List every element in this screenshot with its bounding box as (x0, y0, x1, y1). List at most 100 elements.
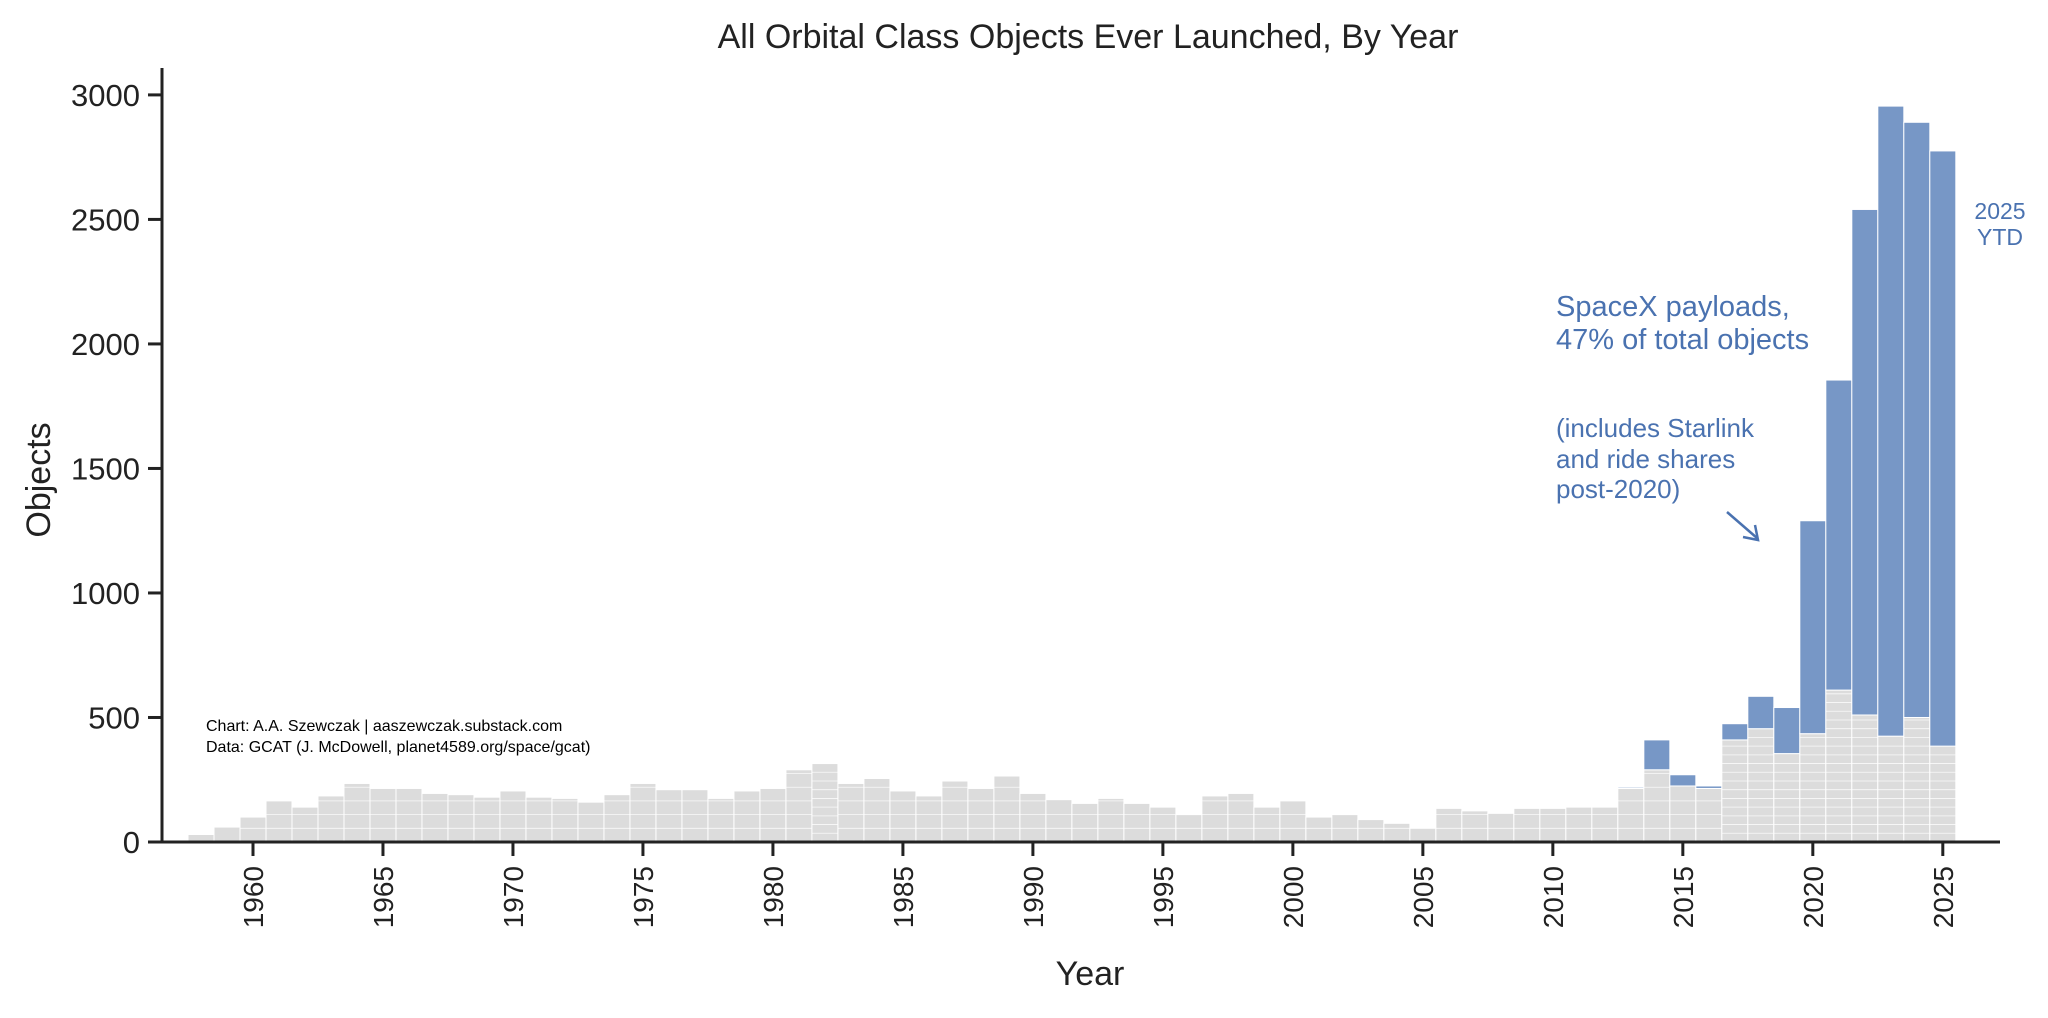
bar-other-1965 (369, 787, 397, 843)
credit-line2: Data: GCAT (J. McDowell, planet4589.org/… (206, 739, 590, 756)
bar-other-2006 (1435, 807, 1463, 843)
axes-group: 0 500 1000 1500 2000 2500 3000 1960 1965 1970 1975… (71, 68, 2000, 928)
bar-spacex-2025 (1929, 150, 1957, 747)
bar-other-1972 (551, 797, 579, 843)
bar-other-1983 (837, 782, 865, 843)
bar-other-1977 (681, 789, 709, 843)
bar-other-2020 (1799, 733, 1827, 843)
bar-other-2011 (1565, 806, 1593, 843)
bar-other-2004 (1383, 822, 1411, 843)
includes-annotation-line3: post-2020) (1556, 474, 1680, 504)
bar-other-1985 (889, 790, 917, 843)
bar-other-2001 (1305, 816, 1333, 843)
bar-other-1959 (213, 826, 241, 843)
y-tick-label-1000: 1000 (71, 576, 140, 611)
y-tick-label-3000: 3000 (71, 78, 140, 113)
includes-annotation-line1: (includes Starlink (1556, 413, 1755, 443)
ytd-annotation: 2025 YTD (1974, 198, 2025, 250)
bar-other-2008 (1487, 812, 1515, 843)
bar-spacex-2023 (1877, 105, 1905, 737)
bar-other-2009 (1513, 807, 1541, 843)
bar-other-1990 (1019, 792, 1047, 843)
bar-other-1963 (317, 795, 345, 843)
bar-spacex-2017 (1721, 723, 1749, 741)
bar-other-2025 (1929, 745, 1957, 843)
bar-other-1981 (785, 769, 813, 843)
bar-spacex-2019 (1773, 707, 1801, 755)
ytd-annotation-line2: YTD (1977, 224, 2023, 250)
bar-other-1960 (239, 816, 267, 843)
x-tick-label-2025: 2025 (1928, 866, 1959, 928)
bar-other-2013 (1617, 787, 1645, 843)
x-tick-label-1975: 1975 (628, 866, 659, 928)
y-tick-label-500: 500 (88, 700, 140, 735)
bar-other-2018 (1747, 728, 1775, 843)
bar-other-1980 (759, 787, 787, 843)
bar-spacex-2016 (1695, 785, 1723, 789)
bar-other-1984 (863, 777, 891, 843)
bar-other-1992 (1071, 802, 1099, 843)
y-tick-label-2000: 2000 (71, 327, 140, 362)
x-tick-label-1985: 1985 (888, 866, 919, 928)
bar-other-1979 (733, 790, 761, 843)
bar-spacex-2014 (1643, 739, 1671, 771)
x-tick-label-2015: 2015 (1668, 866, 1699, 928)
bar-other-2022 (1851, 714, 1879, 843)
bar-other-1974 (603, 794, 631, 843)
chart-title: All Orbital Class Objects Ever Launched,… (718, 18, 1459, 56)
bar-other-1994 (1123, 802, 1151, 843)
bar-other-2000 (1279, 800, 1307, 843)
bar-other-2024 (1903, 716, 1931, 843)
x-tick-label-1965: 1965 (368, 866, 399, 928)
bar-spacex-2022 (1851, 208, 1879, 716)
bar-other-1970 (499, 790, 527, 843)
bar-other-1964 (343, 782, 371, 843)
x-tick-label-2000: 2000 (1278, 866, 1309, 928)
bar-other-1976 (655, 789, 683, 843)
bar-other-1969 (473, 796, 501, 843)
bar-spacex-2013 (1617, 786, 1645, 789)
bar-other-1989 (993, 775, 1021, 843)
spacex-annotation-line2: 47% of total objects (1556, 324, 1809, 356)
bar-other-2014 (1643, 769, 1671, 843)
bar-other-2005 (1409, 827, 1437, 843)
bar-other-1993 (1097, 797, 1125, 843)
bar-other-1975 (629, 782, 657, 843)
bar-other-1997 (1201, 795, 1229, 843)
credit-text: Chart: A.A. Szewczak | aaszewczak.substa… (206, 718, 590, 756)
spacex-annotation: SpaceX payloads, 47% of total objects (1556, 291, 1809, 356)
bar-other-2010 (1539, 807, 1567, 843)
x-tick-label-1980: 1980 (758, 866, 789, 928)
bar-other-1962 (291, 806, 319, 843)
bar-spacex-2020 (1799, 520, 1827, 735)
bar-other-1973 (577, 801, 605, 843)
bar-spacex-2021 (1825, 379, 1853, 691)
ytd-annotation-line1: 2025 (1974, 198, 2025, 224)
bar-other-2007 (1461, 810, 1489, 843)
bar-other-1978 (707, 797, 735, 843)
bar-other-1998 (1227, 792, 1255, 843)
x-tick-label-1970: 1970 (498, 866, 529, 928)
bar-other-2016 (1695, 787, 1723, 843)
x-axis-label: Year (1056, 955, 1125, 993)
x-tick-label-2020: 2020 (1798, 866, 1829, 928)
bar-other-1999 (1253, 806, 1281, 843)
bar-other-1966 (395, 787, 423, 843)
bar-other-1991 (1045, 799, 1073, 843)
bar-other-1986 (915, 795, 943, 843)
credit-line1: Chart: A.A. Szewczak | aaszewczak.substa… (206, 718, 562, 735)
y-axis-label: Objects (20, 422, 58, 537)
x-tick-label-1960: 1960 (238, 866, 269, 928)
bar-other-1995 (1149, 806, 1177, 843)
bar-spacex-2015 (1669, 774, 1697, 787)
y-tick-label-2500: 2500 (71, 202, 140, 237)
x-tick-label-1990: 1990 (1018, 866, 1049, 928)
bar-other-1988 (967, 787, 995, 843)
bar-other-1961 (265, 800, 293, 843)
bar-other-2023 (1877, 735, 1905, 843)
annotation-arrow (1726, 511, 1760, 542)
bar-other-1982 (811, 763, 839, 843)
bar-other-2012 (1591, 806, 1619, 843)
y-tick-label-1500: 1500 (71, 451, 140, 486)
